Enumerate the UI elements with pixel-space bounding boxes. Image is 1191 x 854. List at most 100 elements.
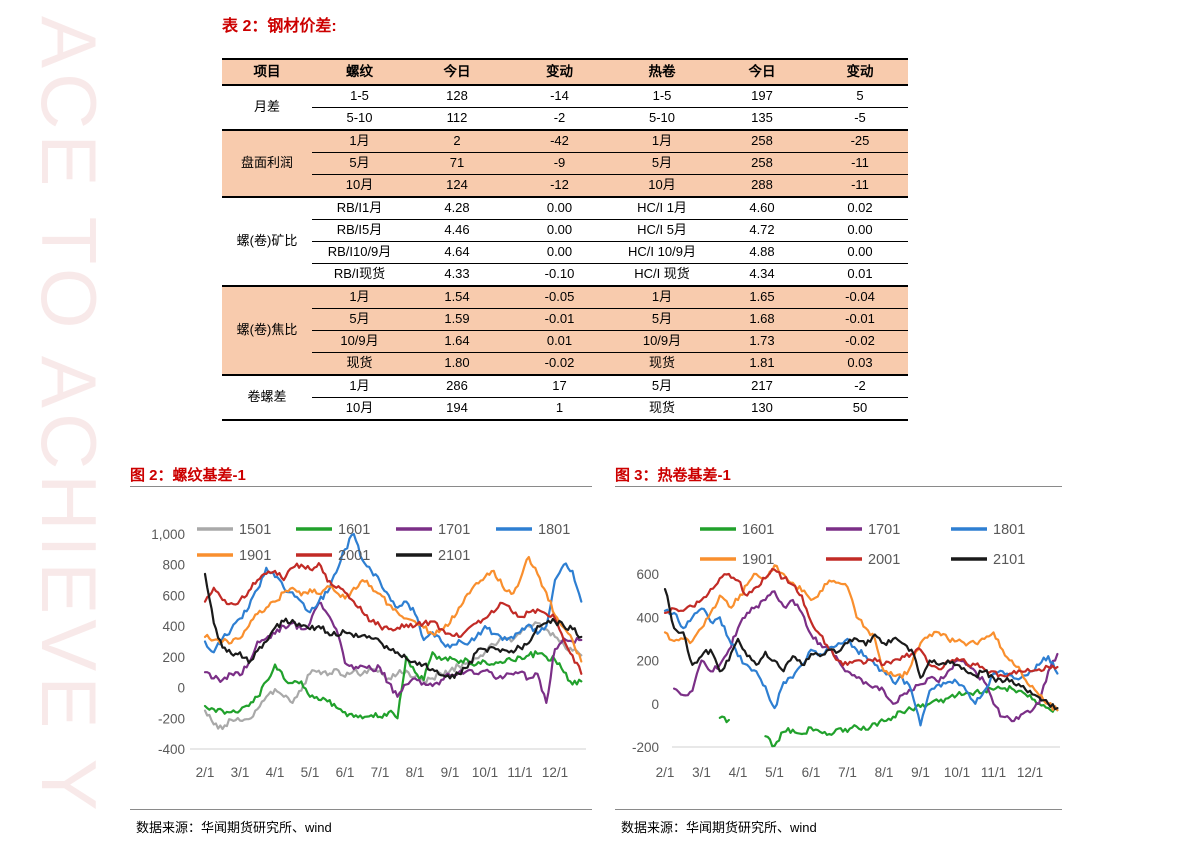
legend-label: 2001 <box>868 552 900 568</box>
legend-label: 2001 <box>338 548 370 564</box>
watermark-text: ACE TO ACHIEVE Y <box>25 16 113 816</box>
y-tick-label: -400 <box>158 742 185 757</box>
table-cell: 0.01 <box>812 263 908 286</box>
y-tick-label: 400 <box>636 610 659 625</box>
x-tick-label: 12/1 <box>1017 765 1043 780</box>
column-header: 螺纹 <box>312 59 407 86</box>
table-cell: 50 <box>812 397 908 420</box>
table-cell: 1月 <box>312 374 407 398</box>
table-cell: 4.60 <box>712 196 812 220</box>
series-line-2001 <box>203 562 583 675</box>
table-cell: 0.01 <box>507 330 612 353</box>
table-row: 5月 1.59 -0.01 5月 1.68 -0.01 <box>222 308 908 331</box>
table-cell: 71 <box>407 152 507 175</box>
column-header: 变动 <box>812 59 908 86</box>
table-row: 10月 194 1 现货 130 50 <box>222 397 908 420</box>
table-cell: 0.00 <box>812 219 908 242</box>
table-cell: 10/9月 <box>612 330 712 353</box>
table-cell: 194 <box>407 397 507 420</box>
legend-label: 2101 <box>993 552 1025 568</box>
steel-price-spread-table: 项目 螺纹 今日 变动 热卷 今日 变动 月差 1-5 128 -14 1-5 197 5 5-10 112-… <box>222 58 908 421</box>
x-tick-label: 9/1 <box>441 765 460 780</box>
table-cell: 1.65 <box>712 285 812 309</box>
table-cell: 4.64 <box>407 241 507 264</box>
column-header: 今日 <box>712 59 812 86</box>
legend-label: 1701 <box>438 522 470 538</box>
table-cell: RB/I1月 <box>312 196 407 220</box>
table-cell: 1月 <box>612 129 712 153</box>
series-line-1701 <box>673 590 1059 723</box>
table-cell: 4.88 <box>712 241 812 264</box>
table-cell: 258 <box>712 152 812 175</box>
table-cell: 135 <box>712 107 812 130</box>
table-cell: 5-10 <box>612 107 712 130</box>
table-cell: 4.28 <box>407 196 507 220</box>
x-tick-label: 3/1 <box>692 765 711 780</box>
table-cell: -25 <box>812 129 908 153</box>
x-tick-label: 11/1 <box>507 765 532 780</box>
x-tick-label: 12/1 <box>542 765 568 780</box>
table-cell: 130 <box>712 397 812 420</box>
figure-3-panel: 图 3：热卷基差-1 600 400 200 0 -200 2/1 3/1 4/1 5/1 6/1… <box>615 464 1062 836</box>
table-row: 螺(卷)焦比 1月 1.54 -0.05 1月 1.65 -0.04 <box>222 285 908 375</box>
x-tick-label: 8/1 <box>406 765 425 780</box>
table-cell: 0.00 <box>507 219 612 242</box>
table-cell: 1月 <box>612 285 712 309</box>
figure-2-title-divider <box>130 486 592 487</box>
row-group-label: 螺(卷)焦比 <box>222 285 312 375</box>
table-cell: 5月 <box>612 152 712 175</box>
x-tick-label: 4/1 <box>266 765 285 780</box>
figure-2-source-divider <box>130 809 592 810</box>
table-cell: -2 <box>812 374 908 398</box>
table-cell: 197 <box>712 84 812 108</box>
table-cell: 5月 <box>312 308 407 331</box>
y-tick-label: 0 <box>177 681 185 696</box>
table-cell: 10月 <box>612 174 712 197</box>
series-line-2101 <box>203 572 583 680</box>
x-tick-label: 4/1 <box>729 765 748 780</box>
table-row: 螺(卷)矿比 RB/I1月 4.28 0.00 HC/I 1月 4.60 0.02 <box>222 196 908 286</box>
series-line-2101 <box>663 588 1059 711</box>
table-cell: 10/9月 <box>312 330 407 353</box>
table-cell: 10月 <box>312 397 407 420</box>
figure-3-source: 数据来源：华闻期货研究所、wind <box>621 820 817 835</box>
legend-label: 1901 <box>742 552 774 568</box>
x-tick-label: 10/1 <box>472 765 498 780</box>
x-tick-label: 11/1 <box>981 765 1006 780</box>
table-cell: 现货 <box>612 352 712 375</box>
table-cell: 0.00 <box>507 196 612 220</box>
table-cell: 2 <box>407 129 507 153</box>
series-line-1601 <box>718 715 730 724</box>
row-group-label: 月差 <box>222 84 312 130</box>
table-cell: 0.00 <box>812 241 908 264</box>
figure-3-source-divider <box>615 809 1062 810</box>
figure-3-title: 图 3：热卷基差-1 <box>615 467 731 484</box>
table-cell: 286 <box>407 374 507 398</box>
x-tick-label: 7/1 <box>838 765 857 780</box>
table-cell: RB/I10/9月 <box>312 241 407 264</box>
row-group-label: 盘面利润 <box>222 129 312 197</box>
table-cell: -0.05 <box>507 285 612 309</box>
y-tick-label: 1,000 <box>151 527 185 542</box>
table-cell: 217 <box>712 374 812 398</box>
table-cell: -0.02 <box>507 352 612 375</box>
x-tick-label: 3/1 <box>231 765 250 780</box>
table-cell: -0.04 <box>812 285 908 309</box>
hot-coil-basis-chart: 600 400 200 0 -200 2/1 3/1 4/1 5/1 6/1 7/1 8/1 9/1 10… <box>632 522 1060 780</box>
table-row: RB/I10/9月 4.64 0.00 HC/I 10/9月 4.88 0.00 <box>222 241 908 264</box>
table-header-row: 项目 螺纹 今日 变动 热卷 今日 变动 <box>222 59 908 86</box>
table-cell: 1.81 <box>712 352 812 375</box>
table-row: 卷螺差 1月 286 17 5月 217 -2 <box>222 374 908 420</box>
table-cell: RB/I现货 <box>312 263 407 286</box>
table-cell: 1.68 <box>712 308 812 331</box>
table-cell: 现货 <box>312 352 407 375</box>
table-cell: 1.73 <box>712 330 812 353</box>
figure-2-title: 图 2：螺纹基差-1 <box>130 467 246 484</box>
column-header: 项目 <box>222 59 312 86</box>
x-tick-label: 8/1 <box>875 765 894 780</box>
table-cell: 1 <box>507 397 612 420</box>
table-cell: 0.02 <box>812 196 908 220</box>
y-tick-label: 200 <box>162 650 185 665</box>
series-line-1701 <box>203 601 583 704</box>
series-line-2001 <box>663 567 1059 678</box>
